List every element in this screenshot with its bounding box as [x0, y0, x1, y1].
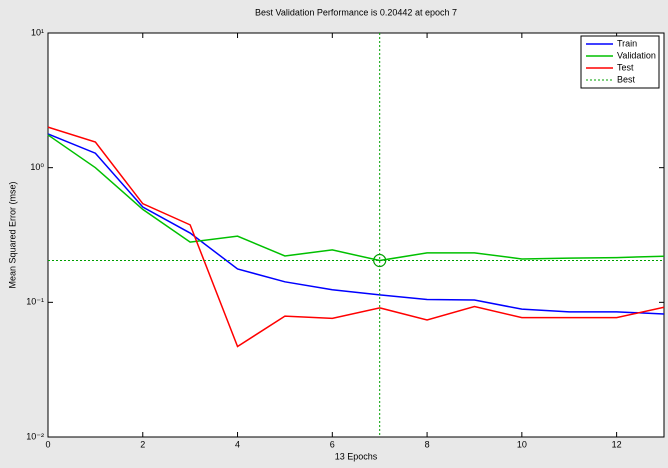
y-tick-label: 10¹	[31, 27, 44, 37]
best-marker	[373, 253, 387, 268]
x-tick-label: 8	[425, 439, 430, 449]
x-axis-label: 13 Epochs	[335, 451, 378, 461]
x-tick-label: 0	[45, 439, 50, 449]
x-tick-label: 12	[612, 439, 622, 449]
legend-label: Test	[617, 62, 634, 72]
chart-title: Best Validation Performance is 0.20442 a…	[255, 7, 457, 17]
series-line	[47, 126, 665, 348]
x-tick-label: 2	[140, 439, 145, 449]
legend-label: Validation	[617, 50, 656, 60]
y-tick-label: 10⁰	[30, 162, 44, 172]
series-line	[47, 133, 665, 315]
y-tick-label: 10⁻²	[26, 431, 44, 441]
y-tick-label: 10⁻¹	[26, 297, 44, 307]
x-tick-label: 10	[517, 439, 527, 449]
series-line	[47, 134, 665, 262]
x-tick-label: 6	[330, 439, 335, 449]
legend-label: Train	[617, 38, 637, 48]
y-axis-label: Mean Squared Error (mse)	[7, 181, 17, 288]
plot-area	[47, 32, 665, 438]
legend-label: Best	[617, 74, 636, 84]
x-tick-label: 4	[235, 439, 240, 449]
